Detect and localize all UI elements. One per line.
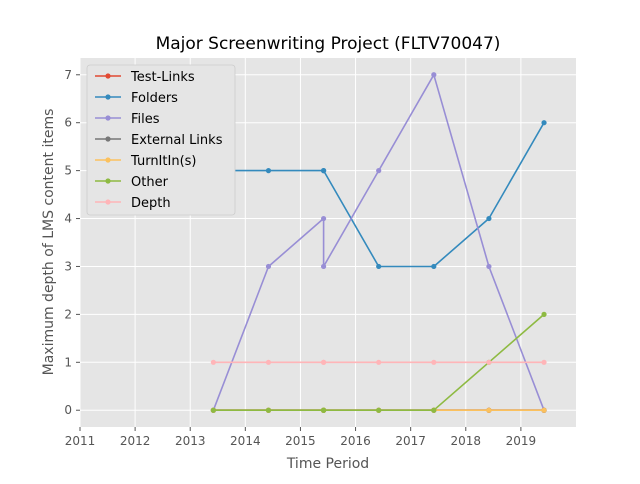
data-point xyxy=(486,215,492,222)
legend-label: Test-Links xyxy=(130,70,195,85)
data-point xyxy=(320,407,327,413)
x-tick-label: 2011 xyxy=(65,434,96,448)
data-point xyxy=(431,72,437,78)
data-point xyxy=(431,359,437,365)
x-axis-label: Time Period xyxy=(286,456,369,472)
legend-label: Files xyxy=(131,112,160,127)
data-point xyxy=(320,263,327,270)
y-tick-label: 0 xyxy=(64,403,72,417)
y-tick-label: 1 xyxy=(64,355,72,369)
legend-label: Folders xyxy=(131,91,178,106)
legend-marker xyxy=(105,157,111,163)
data-point xyxy=(320,359,327,365)
x-tick-label: 2014 xyxy=(230,434,261,448)
y-tick-label: 6 xyxy=(64,116,72,130)
data-point xyxy=(431,263,437,270)
legend: Test-Links Folders Files External Links Turn… xyxy=(86,64,236,216)
x-tick-label: 2016 xyxy=(340,434,371,448)
series-depth xyxy=(210,359,547,365)
y-tick-label: 7 xyxy=(64,68,72,82)
y-axis-label: Maximum depth of LMS content items xyxy=(41,109,57,376)
x-axis-ticks: 2011 2012 2013 2014 2015 2016 2017 2018 2019 xyxy=(65,427,536,448)
data-point xyxy=(486,263,492,270)
legend-marker xyxy=(105,115,111,121)
data-point xyxy=(210,407,216,413)
x-tick-label: 2018 xyxy=(451,434,482,448)
data-point xyxy=(376,168,382,174)
data-point xyxy=(320,168,327,174)
data-point xyxy=(486,359,492,365)
series-lines xyxy=(210,72,547,413)
data-point xyxy=(486,407,492,413)
data-point xyxy=(265,359,272,365)
legend-marker xyxy=(105,199,111,205)
legend-box xyxy=(86,64,236,216)
chart-title: Major Screenwriting Project (FLTV70047) xyxy=(156,34,501,54)
data-point xyxy=(541,359,547,365)
legend-marker xyxy=(105,73,111,79)
data-point xyxy=(210,359,216,365)
legend-label: TurnItIn(s) xyxy=(130,154,196,169)
data-point xyxy=(320,215,327,222)
data-point xyxy=(265,263,272,270)
data-point xyxy=(431,407,437,413)
y-tick-label: 3 xyxy=(64,259,72,273)
data-point xyxy=(265,407,272,413)
legend-marker xyxy=(105,136,111,142)
data-point xyxy=(376,359,382,365)
x-tick-label: 2017 xyxy=(395,434,426,448)
legend-marker xyxy=(105,94,111,100)
y-tick-label: 4 xyxy=(64,212,72,226)
data-point xyxy=(541,311,547,317)
data-point xyxy=(265,168,272,174)
x-tick-label: 2015 xyxy=(285,434,316,448)
data-point xyxy=(376,407,382,413)
data-point xyxy=(541,120,547,126)
legend-label: Depth xyxy=(131,196,171,211)
y-tick-label: 5 xyxy=(64,164,72,178)
y-tick-label: 2 xyxy=(64,307,72,321)
data-point xyxy=(541,407,547,413)
x-tick-label: 2019 xyxy=(506,434,537,448)
x-tick-label: 2012 xyxy=(120,434,151,448)
series-line xyxy=(212,74,545,411)
legend-marker xyxy=(105,178,111,184)
data-point xyxy=(376,263,382,270)
y-axis-ticks: 0 1 2 3 4 5 6 7 xyxy=(64,68,80,417)
legend-label: External Links xyxy=(131,133,223,148)
x-tick-label: 2013 xyxy=(175,434,206,448)
legend-label: Other xyxy=(131,175,169,190)
